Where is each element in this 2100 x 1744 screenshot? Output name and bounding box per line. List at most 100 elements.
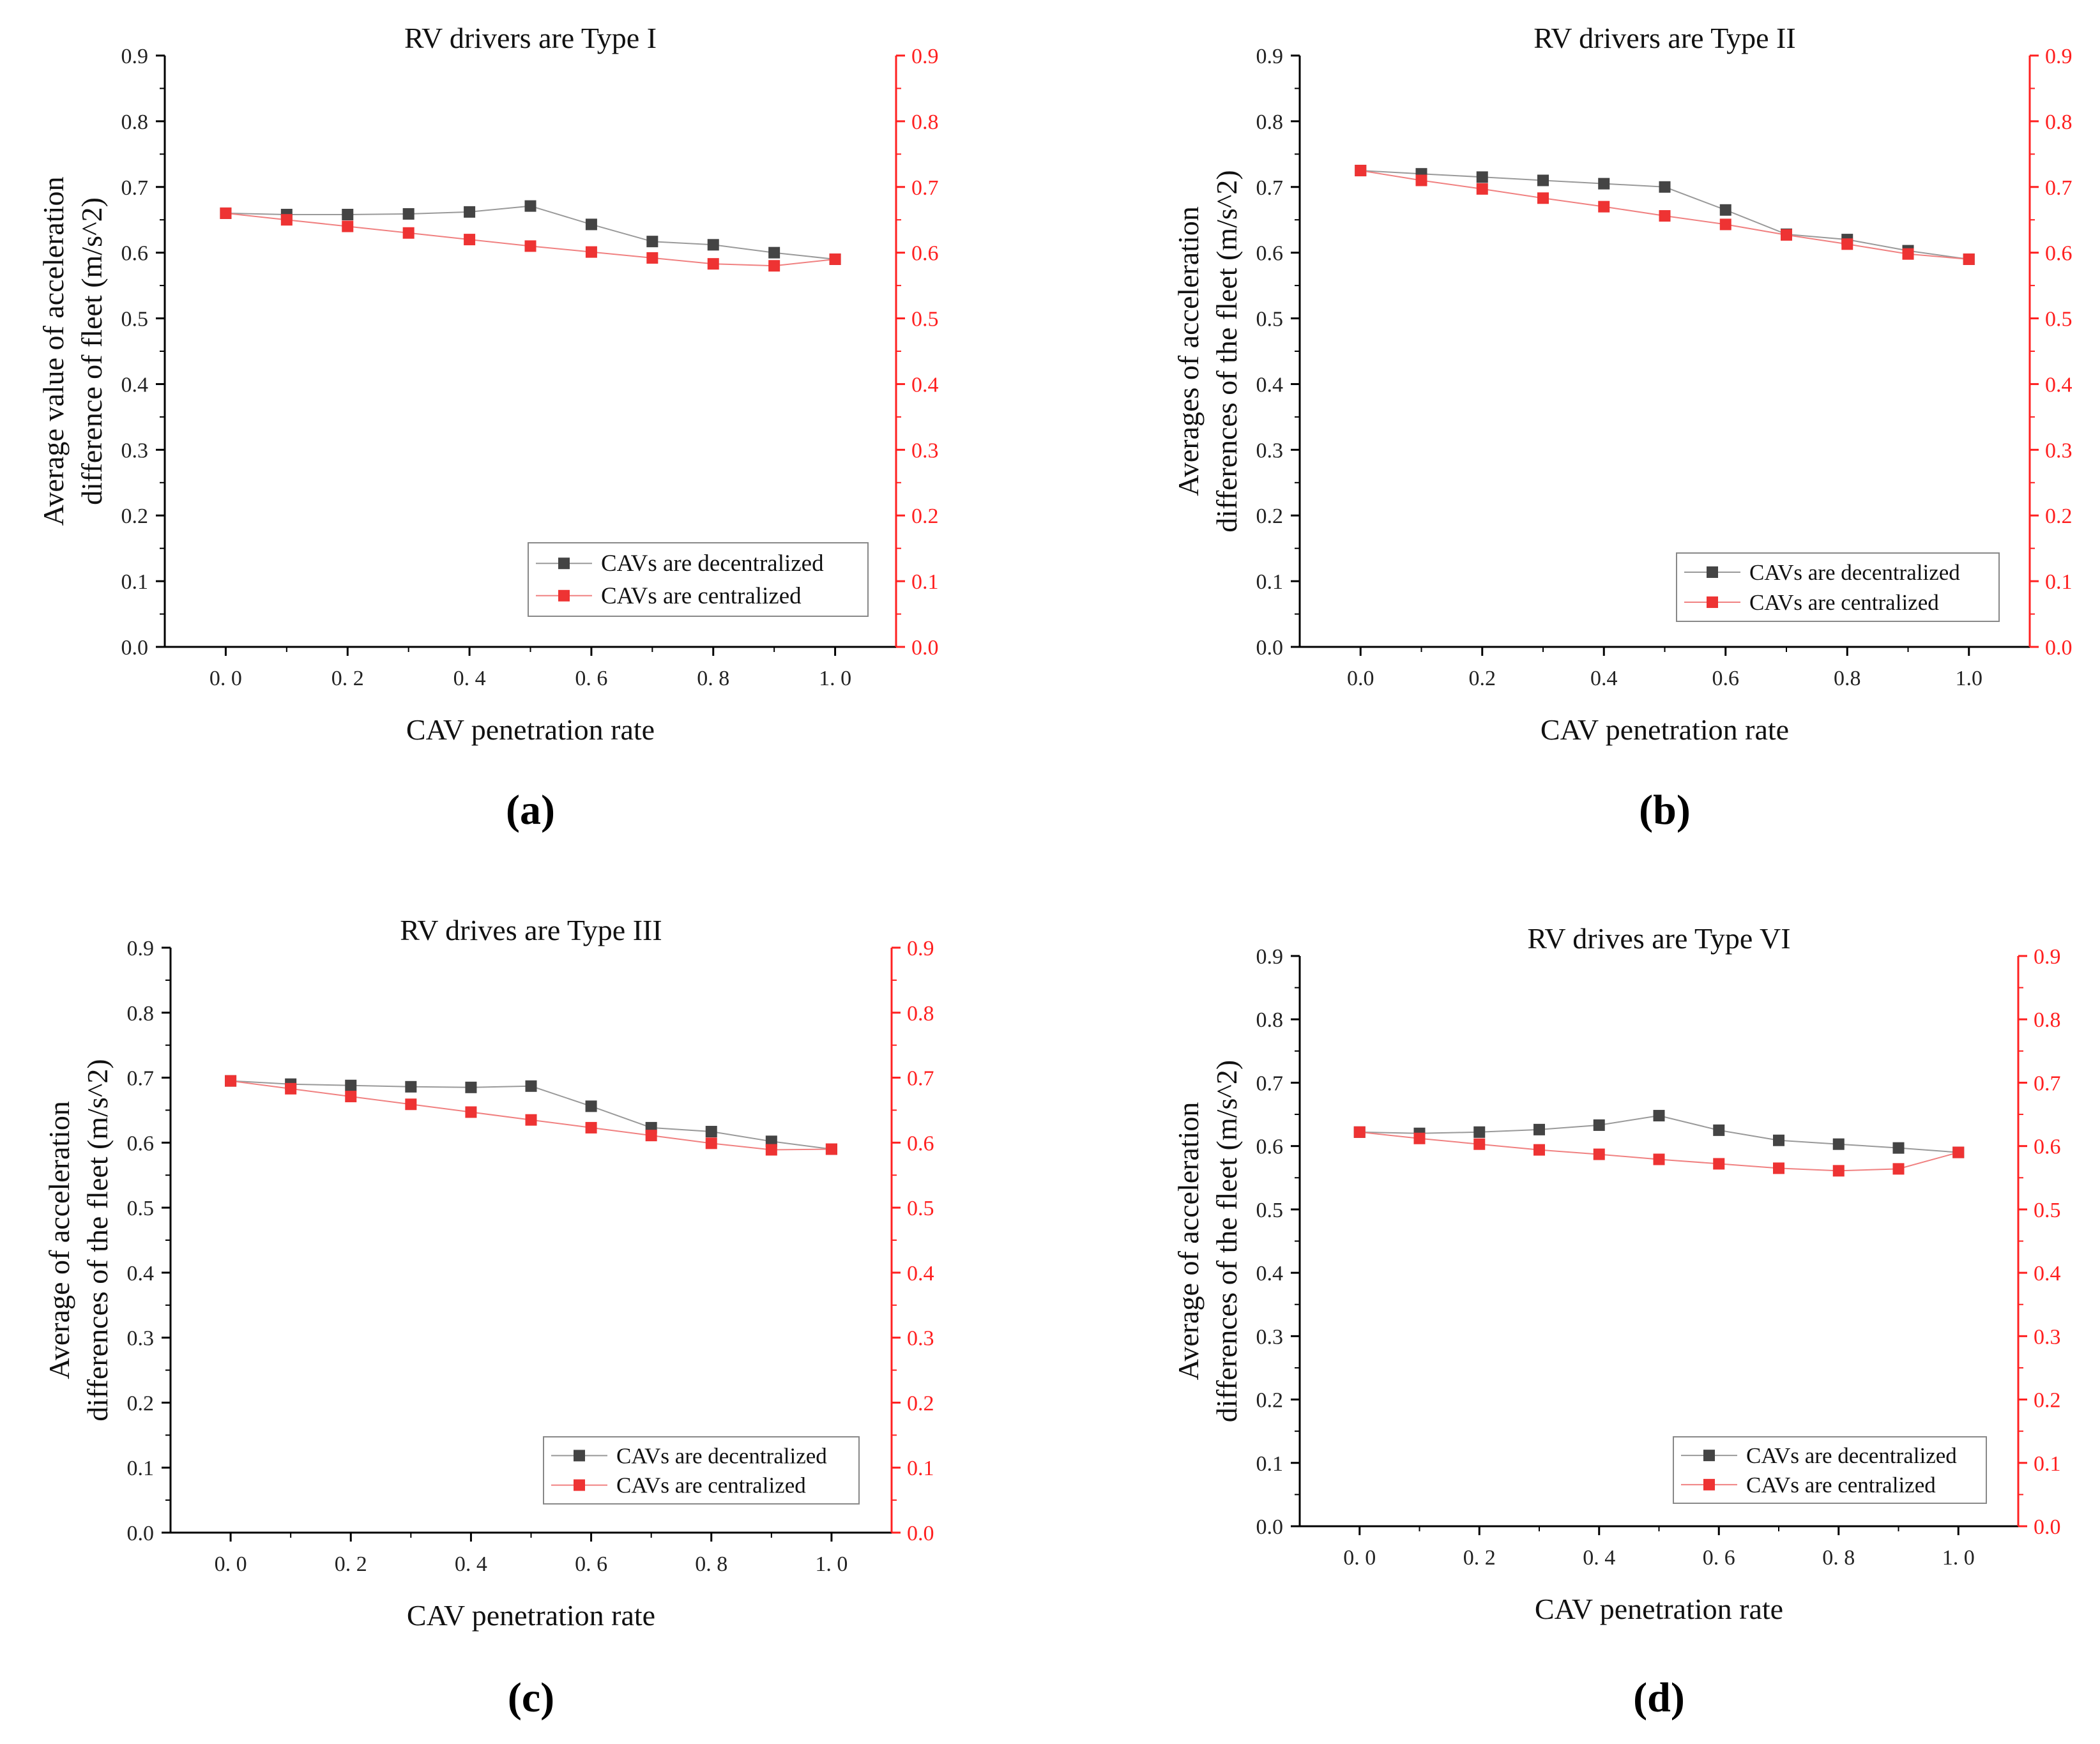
data-point [342,220,354,232]
data-point [1413,1132,1426,1144]
y-axis-label-line: difference of fleet (m/s^2) [75,197,108,505]
data-point [1473,1126,1486,1138]
data-point [1355,165,1367,177]
right-y-tick-label: 0.4 [2045,373,2073,397]
y-axis-label: Averages of acceleration differences of t… [1172,170,1243,532]
right-y-tick-label: 0.2 [911,504,939,528]
right-y-tick-label: 0.1 [2034,1452,2061,1476]
left-y-tick-label: 0.5 [127,1197,155,1220]
data-point [1533,1123,1545,1135]
left-y-tick-label: 0.8 [1256,1008,1284,1032]
data-point [765,1144,777,1156]
left-y-tick-label: 0.0 [1256,636,1284,660]
data-point [1653,1110,1665,1122]
left-y-tick-label: 0.5 [121,308,149,331]
data-point [1598,178,1610,190]
right-y-tick-label: 0.3 [2045,439,2073,462]
data-point [1892,1163,1905,1175]
legend: CAVs are decentralized CAVs are centraliz… [1673,1436,1987,1504]
x-tick-label: 0. 2 [335,1552,367,1576]
right-y-tick-label: 0.0 [907,1522,934,1545]
x-tick-label: 1. 0 [819,667,851,690]
right-y-tick-label: 0.6 [2034,1135,2061,1159]
data-point [1773,1134,1784,1146]
y-axis-label: Average of acceleration differences of th… [1172,1060,1243,1422]
right-y-tick-label: 0.2 [907,1391,934,1415]
right-y-tick-label: 0.3 [2034,1325,2061,1349]
y-axis-label-line: differences of the fleet (m/s^2) [1210,170,1243,532]
legend: CAVs are decentralized CAVs are centraliz… [528,542,869,617]
data-point [465,1106,477,1118]
legend-label: CAVs are centralized [601,583,802,609]
right-y-tick-label: 0.9 [2045,45,2073,68]
left-y-tick-label: 0.2 [121,504,149,528]
right-y-tick-label: 0.7 [907,1067,934,1091]
data-point [220,207,232,219]
legend-label: CAVs are decentralized [616,1443,827,1468]
left-y-tick-label: 0.0 [127,1522,155,1545]
chart-title: RV drives are Type VI [1527,922,1790,955]
right-y-tick-label: 0.7 [2034,1072,2061,1095]
right-y-tick-label: 0.3 [907,1327,934,1351]
right-y-tick-label: 0.7 [2045,176,2073,200]
data-point [585,218,597,231]
x-tick-label: 0. 6 [1703,1546,1735,1570]
y-axis-label: Average of acceleration differences of th… [43,1059,114,1421]
data-point [1963,253,1975,265]
left-y-tick-label: 0.6 [127,1132,155,1155]
data-point [1537,192,1549,204]
right-y-tick-label: 0.9 [911,45,939,68]
series-centralized [1355,165,1975,265]
legend-label: CAVs are decentralized [1749,560,1960,585]
left-y-tick-label: 0.7 [1256,1072,1284,1095]
left-y-tick-label: 0.9 [1256,945,1284,969]
right-y-tick-label: 0.9 [2034,945,2061,969]
x-tick-label: 0. 6 [575,667,607,690]
data-point [825,1143,837,1155]
data-point [1598,201,1610,213]
legend-marker [574,1479,585,1491]
x-tick-label: 0.4 [1590,667,1618,690]
legend-box [528,542,869,617]
right-y-tick-label: 0.6 [2045,242,2073,266]
series-line [225,212,835,267]
data-point [1773,1162,1784,1174]
data-point [524,200,536,212]
chart-panel-d: 0.0 0.0 0.1 0.1 0.2 0.2 0.3 0.3 0.4 0.4 0.5 0.5 0.6 0… [1172,922,2061,1721]
x-axis-label: CAV penetration rate [1541,713,1789,746]
left-y-tick-label: 0.7 [121,176,149,200]
left-y-tick-label: 0.8 [121,110,149,134]
panel-label: (d) [1633,1674,1685,1721]
x-tick-label: 0. 8 [695,1552,727,1576]
x-tick-label: 0. 2 [1463,1546,1496,1570]
right-y-tick-label: 0.4 [907,1262,934,1285]
panel-label: (a) [506,787,555,833]
data-point [646,236,658,248]
data-point [1832,1165,1845,1177]
data-point [342,208,354,220]
left-y-tick-label: 0.2 [127,1391,155,1415]
y-axis-label-line: Averages of acceleration [1172,206,1205,496]
left-y-tick-label: 0.0 [1256,1515,1284,1539]
data-point [1476,183,1488,195]
left-y-tick-label: 0.1 [1256,570,1284,594]
legend: CAVs are decentralized CAVs are centraliz… [1676,552,2000,622]
left-y-tick-label: 0.5 [1256,308,1284,331]
x-tick-label: 0. 0 [209,667,242,690]
y-axis-label-line: Average of acceleration [1172,1102,1205,1381]
y-axis-label: Average value of acceleration difference … [37,177,108,526]
x-tick-label: 0.6 [1712,667,1740,690]
data-point [1476,171,1488,183]
data-point [1841,238,1853,250]
chart-panel-c: 0.0 0.0 0.1 0.1 0.2 0.2 0.3 0.3 0.4 0.4 0.5 0.5 0.6 0… [43,914,934,1721]
left-y-tick-label: 0.6 [1256,242,1284,266]
x-tick-label: 0. 2 [331,667,364,690]
data-point [768,260,780,272]
right-y-tick-label: 0.5 [911,308,939,331]
legend-marker [558,589,570,602]
data-point [525,1114,537,1126]
right-y-tick-label: 0.6 [911,242,939,266]
x-tick-label: 0. 4 [1583,1546,1615,1570]
data-point [1713,1158,1725,1170]
x-tick-label: 1. 0 [1942,1546,1975,1570]
